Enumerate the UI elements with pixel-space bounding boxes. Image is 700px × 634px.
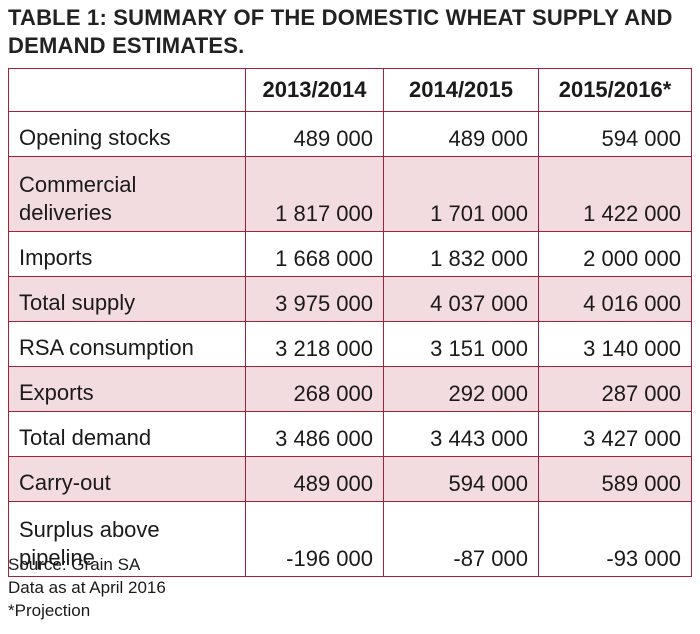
table-cell: 2 000 000 [538, 231, 692, 277]
header-cell-2013-2014: 2013/2014 [245, 68, 384, 112]
row-label: Opening stocks [8, 111, 246, 157]
header-cell-2015-2016: 2015/2016* [538, 68, 692, 112]
table-cell: 1 817 000 [245, 156, 384, 232]
header-cell-2014-2015: 2014/2015 [383, 68, 539, 112]
header-row: 2013/2014 2014/2015 2015/2016* [8, 68, 692, 112]
table-row-surplus-above-pipeline: Surplus above pipeline -196 000 -87 000 -… [8, 501, 692, 577]
row-label: Total supply [8, 276, 246, 322]
table-row-total-demand: Total demand 3 486 000 3 443 000 3 427 0… [8, 411, 692, 457]
table-cell: 268 000 [245, 366, 384, 412]
table-cell: 489 000 [245, 456, 384, 502]
table-row-carry-out: Carry-out 489 000 594 000 589 000 [8, 456, 692, 502]
table-row-rsa-consumption: RSA consumption 3 218 000 3 151 000 3 14… [8, 321, 692, 367]
table-title-line-1: TABLE 1: SUMMARY OF THE DOMESTIC WHEAT S… [8, 5, 673, 30]
projection-note: *Projection [8, 601, 91, 620]
table-title: TABLE 1: SUMMARY OF THE DOMESTIC WHEAT S… [8, 4, 688, 60]
table-cell: -196 000 [245, 501, 384, 577]
table-row-opening-stocks: Opening stocks 489 000 489 000 594 000 [8, 111, 692, 157]
table-cell: 3 975 000 [245, 276, 384, 322]
table-cell: 287 000 [538, 366, 692, 412]
table-row-exports: Exports 268 000 292 000 287 000 [8, 366, 692, 412]
table-row-total-supply: Total supply 3 975 000 4 037 000 4 016 0… [8, 276, 692, 322]
row-label: Surplus above pipeline [8, 501, 246, 577]
row-label: RSA consumption [8, 321, 246, 367]
table-cell: 4 016 000 [538, 276, 692, 322]
row-label: Total demand [8, 411, 246, 457]
table-cell: 594 000 [538, 111, 692, 157]
table-cell: 594 000 [383, 456, 539, 502]
table-cell: 589 000 [538, 456, 692, 502]
table-cell: -93 000 [538, 501, 692, 577]
table-cell: 1 422 000 [538, 156, 692, 232]
row-label: Exports [8, 366, 246, 412]
source-note: Source: Grain SA [8, 555, 141, 574]
table-notes: Source: Grain SA Data as at April 2016 *… [8, 553, 166, 622]
table-cell: 1 832 000 [383, 231, 539, 277]
table-cell: -87 000 [383, 501, 539, 577]
table-cell: 1 701 000 [383, 156, 539, 232]
table-cell: 4 037 000 [383, 276, 539, 322]
header-cell-empty [8, 68, 246, 112]
table-cell: 489 000 [383, 111, 539, 157]
wheat-supply-demand-table: 2013/2014 2014/2015 2015/2016* Opening s… [8, 68, 692, 577]
table-cell: 3 218 000 [245, 321, 384, 367]
table-cell: 3 486 000 [245, 411, 384, 457]
table-cell: 489 000 [245, 111, 384, 157]
table-cell: 1 668 000 [245, 231, 384, 277]
table-cell: 3 427 000 [538, 411, 692, 457]
table-cell: 292 000 [383, 366, 539, 412]
table-cell: 3 140 000 [538, 321, 692, 367]
date-note: Data as at April 2016 [8, 578, 166, 597]
row-label: Commercial deliveries [8, 156, 246, 232]
table-row-commercial-deliveries: Commercial deliveries 1 817 000 1 701 000… [8, 156, 692, 232]
row-label: Imports [8, 231, 246, 277]
table-cell: 3 151 000 [383, 321, 539, 367]
table-title-line-2: DEMAND ESTIMATES. [8, 33, 245, 58]
table-cell: 3 443 000 [383, 411, 539, 457]
row-label: Carry-out [8, 456, 246, 502]
table-row-imports: Imports 1 668 000 1 832 000 2 000 000 [8, 231, 692, 277]
